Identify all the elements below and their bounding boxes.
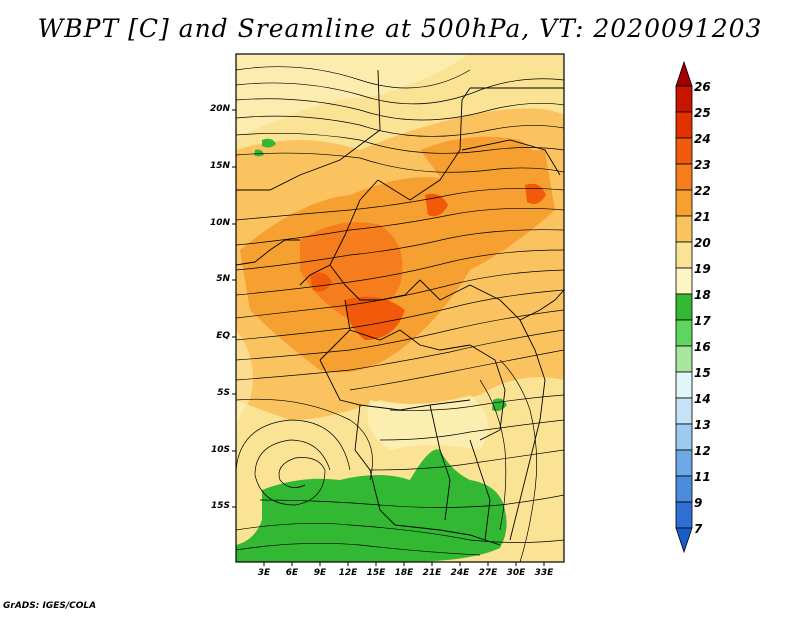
colorbar-segment bbox=[675, 241, 693, 269]
lon-label-27e: 27E bbox=[478, 568, 498, 578]
colorbar-segment bbox=[675, 345, 693, 373]
colorbar-label-19: 19 bbox=[694, 262, 711, 276]
lat-label-15s: 15S bbox=[210, 501, 230, 511]
colorbar-label-11: 11 bbox=[694, 470, 711, 484]
colorbar-label-25: 25 bbox=[694, 106, 711, 120]
lon-label-6e: 6E bbox=[285, 568, 299, 578]
wbpt-field bbox=[236, 54, 564, 562]
axis-ticks bbox=[232, 109, 545, 566]
colorbar-segment bbox=[675, 215, 693, 243]
map-frame bbox=[235, 53, 565, 563]
streamlines bbox=[236, 66, 564, 562]
lon-label-21e: 21E bbox=[422, 568, 442, 578]
colorbar-label-18: 18 bbox=[694, 288, 711, 302]
grads-credit: GrADS: IGES/COLA bbox=[3, 601, 97, 611]
lon-label-33e: 33E bbox=[534, 568, 554, 578]
lon-label-12e: 12E bbox=[338, 568, 358, 578]
lat-label-10n: 10N bbox=[209, 218, 230, 228]
colorbar-label-20: 20 bbox=[694, 236, 711, 250]
colorbar-label-7: 7 bbox=[694, 522, 703, 536]
lon-label-24e: 24E bbox=[450, 568, 470, 578]
colorbar-segment bbox=[675, 501, 693, 529]
lon-label-3e: 3E bbox=[257, 568, 271, 578]
lat-label-eq: EQ bbox=[216, 331, 230, 341]
colorbar bbox=[675, 60, 693, 554]
colorbar-segment bbox=[675, 423, 693, 451]
colorbar-segment bbox=[675, 319, 693, 347]
colorbar-cap-top bbox=[675, 60, 693, 87]
colorbar-label-23: 23 bbox=[694, 158, 711, 172]
colorbar-label-17: 17 bbox=[694, 314, 711, 328]
lat-label-10s: 10S bbox=[210, 445, 230, 455]
colorbar-segment bbox=[675, 189, 693, 217]
colorbar-segment bbox=[675, 371, 693, 399]
colorbar-label-13: 13 bbox=[694, 418, 711, 432]
colorbar-segment bbox=[675, 163, 693, 191]
colorbar-label-21: 21 bbox=[694, 210, 711, 224]
colorbar-segment bbox=[675, 397, 693, 425]
lat-label-20n: 20N bbox=[209, 104, 230, 114]
lat-label-5s: 5S bbox=[217, 388, 230, 398]
colorbar-label-9: 9 bbox=[694, 496, 703, 510]
colorbar-segment bbox=[675, 85, 693, 113]
colorbar-label-12: 12 bbox=[694, 444, 711, 458]
colorbar-segment bbox=[675, 267, 693, 295]
colorbar-label-24: 24 bbox=[694, 132, 711, 146]
colorbar-label-14: 14 bbox=[694, 392, 711, 406]
colorbar-segment bbox=[675, 475, 693, 503]
lon-label-18e: 18E bbox=[394, 568, 414, 578]
colorbar-label-15: 15 bbox=[694, 366, 711, 380]
colorbar-segment bbox=[675, 137, 693, 165]
colorbar-label-26: 26 bbox=[694, 80, 711, 94]
country-borders bbox=[236, 69, 564, 546]
lon-label-15e: 15E bbox=[366, 568, 386, 578]
lat-label-5n: 5N bbox=[216, 274, 230, 284]
colorbar-segment bbox=[675, 293, 693, 321]
colorbar-segment bbox=[675, 111, 693, 139]
colorbar-cap-bottom bbox=[675, 527, 693, 554]
colorbar-label-22: 22 bbox=[694, 184, 711, 198]
lon-label-9e: 9E bbox=[313, 568, 327, 578]
chart-title: WBPT [C] and Sreamline at 500hPa, VT: 20… bbox=[37, 14, 763, 43]
colorbar-label-16: 16 bbox=[694, 340, 711, 354]
lat-label-15n: 15N bbox=[209, 161, 230, 171]
lon-label-30e: 30E bbox=[506, 568, 526, 578]
colorbar-segment bbox=[675, 449, 693, 477]
